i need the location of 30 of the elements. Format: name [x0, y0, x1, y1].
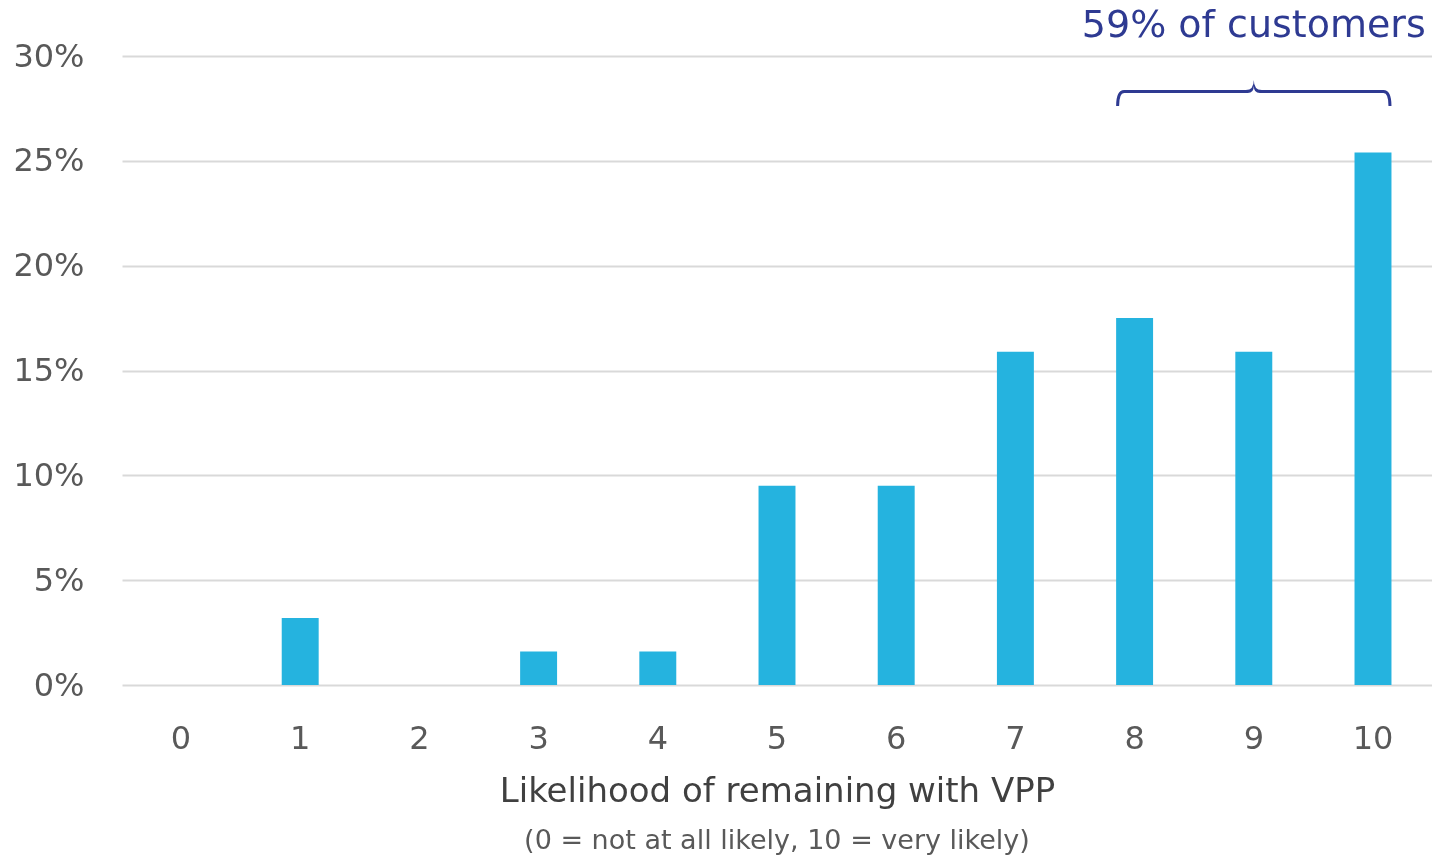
- x-tick-label: 7: [1005, 718, 1026, 757]
- bar: [758, 485, 796, 685]
- y-tick-label: 0%: [33, 665, 85, 704]
- x-tick-label: 8: [1124, 718, 1145, 757]
- bar: [281, 617, 319, 685]
- y-tick-label: 15%: [13, 351, 85, 389]
- x-tick-label: 5: [766, 718, 788, 757]
- x-tick-label: 1: [290, 718, 311, 757]
- x-tick-label: 3: [528, 718, 549, 757]
- bar: [1116, 318, 1154, 685]
- x-tick-label: 10: [1352, 718, 1394, 757]
- bar: [639, 651, 677, 685]
- y-tick-label: 30%: [13, 36, 85, 75]
- x-tick-label: 9: [1243, 718, 1264, 757]
- x-axis-title: Likelihood of remaining with VPP: [499, 769, 1056, 810]
- x-tick-label: 0: [170, 718, 192, 757]
- x-tick-label: 6: [886, 718, 907, 757]
- x-tick-label: 2: [409, 718, 430, 757]
- y-tick-label: 25%: [13, 141, 85, 180]
- y-tick-label: 5%: [33, 560, 85, 599]
- bar: [877, 485, 915, 685]
- x-tick-label: 4: [647, 718, 668, 757]
- text: 59% of customers: [1080, 2, 1427, 46]
- bar: [1235, 351, 1273, 685]
- bar: [1354, 152, 1392, 685]
- bar: [520, 651, 558, 685]
- text: (0 = not at all likely, 10 = very likely): [523, 824, 1031, 855]
- y-tick-label: 20%: [13, 246, 85, 285]
- bar: [996, 351, 1034, 685]
- y-tick-label: 10%: [13, 455, 85, 494]
